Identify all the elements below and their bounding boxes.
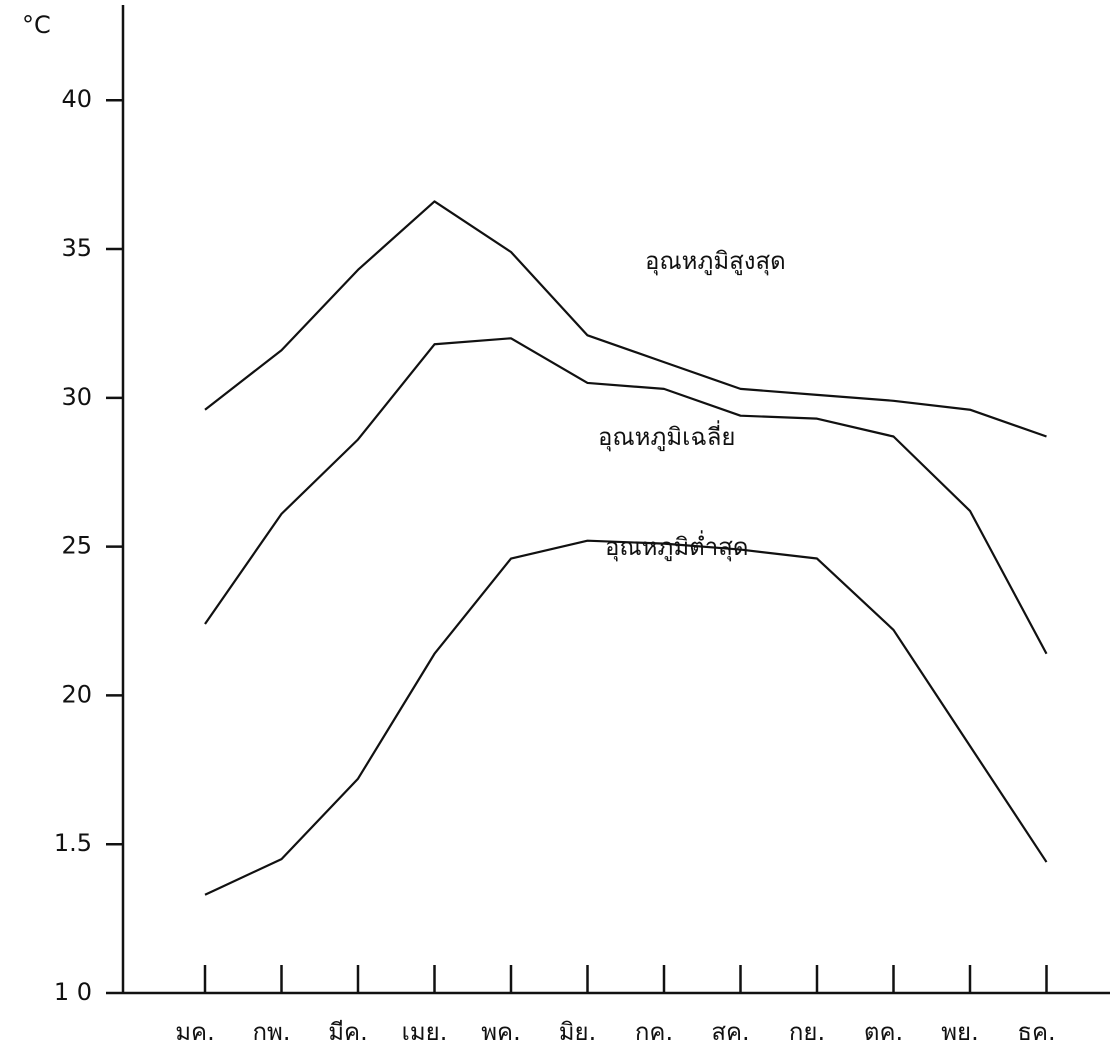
y-tick-label: 25 <box>61 532 92 560</box>
x-tick-label: พค. <box>481 1018 521 1046</box>
series-line <box>205 201 1047 436</box>
series-label: อุณหภูมิสูงสุด <box>645 247 786 276</box>
x-tick-label: กค. <box>635 1018 673 1046</box>
series-label: อุณหภูมิต่ำสุด <box>605 530 748 562</box>
page: {"chart_data": {"type": "line", "y_label… <box>0 0 1113 1055</box>
y-tick-label: 40 <box>61 85 92 113</box>
x-tick-label: มีค. <box>328 1018 368 1046</box>
y-tick-label: 30 <box>61 383 92 411</box>
y-tick-label: 1 0 <box>54 978 92 1006</box>
series-label: อุณหภูมิเฉลี่ย <box>598 420 735 452</box>
x-tick-label: มค. <box>175 1018 215 1046</box>
series-line <box>205 338 1047 653</box>
x-tick-label: มิย. <box>559 1018 597 1046</box>
x-tick-label: พย. <box>941 1018 979 1046</box>
y-tick-label: 1.5 <box>54 829 92 857</box>
x-tick-label: กย. <box>789 1018 825 1046</box>
y-axis-label: °C <box>22 11 51 39</box>
x-tick-label: กพ. <box>253 1018 291 1046</box>
x-tick-label: ตค. <box>864 1018 903 1046</box>
y-tick-label: 20 <box>61 680 92 708</box>
x-tick-label: ธค. <box>1017 1018 1055 1046</box>
x-tick-label: เมย. <box>402 1018 448 1046</box>
series-line <box>205 541 1047 895</box>
chart: °C 1 0 1.5 20 25 30 35 40 มค. กพ. มีค. เมย. พค. มิย.… <box>0 0 1113 1055</box>
y-tick-label: 35 <box>61 234 92 262</box>
x-tick-label: สค. <box>711 1018 749 1046</box>
